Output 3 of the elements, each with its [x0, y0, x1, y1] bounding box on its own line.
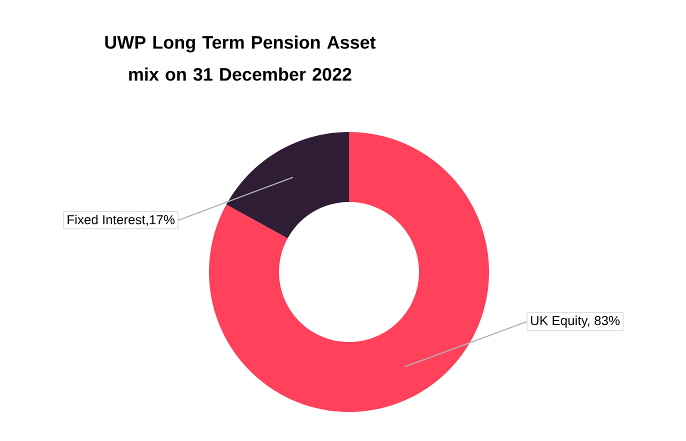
data-label: Fixed Interest,17% [68, 214, 175, 226]
chart-title: UWP Long Term Pension Asset mix on 31 December 2022 [105, 36, 376, 81]
data-label: UK Equity, 83% [531, 316, 620, 328]
